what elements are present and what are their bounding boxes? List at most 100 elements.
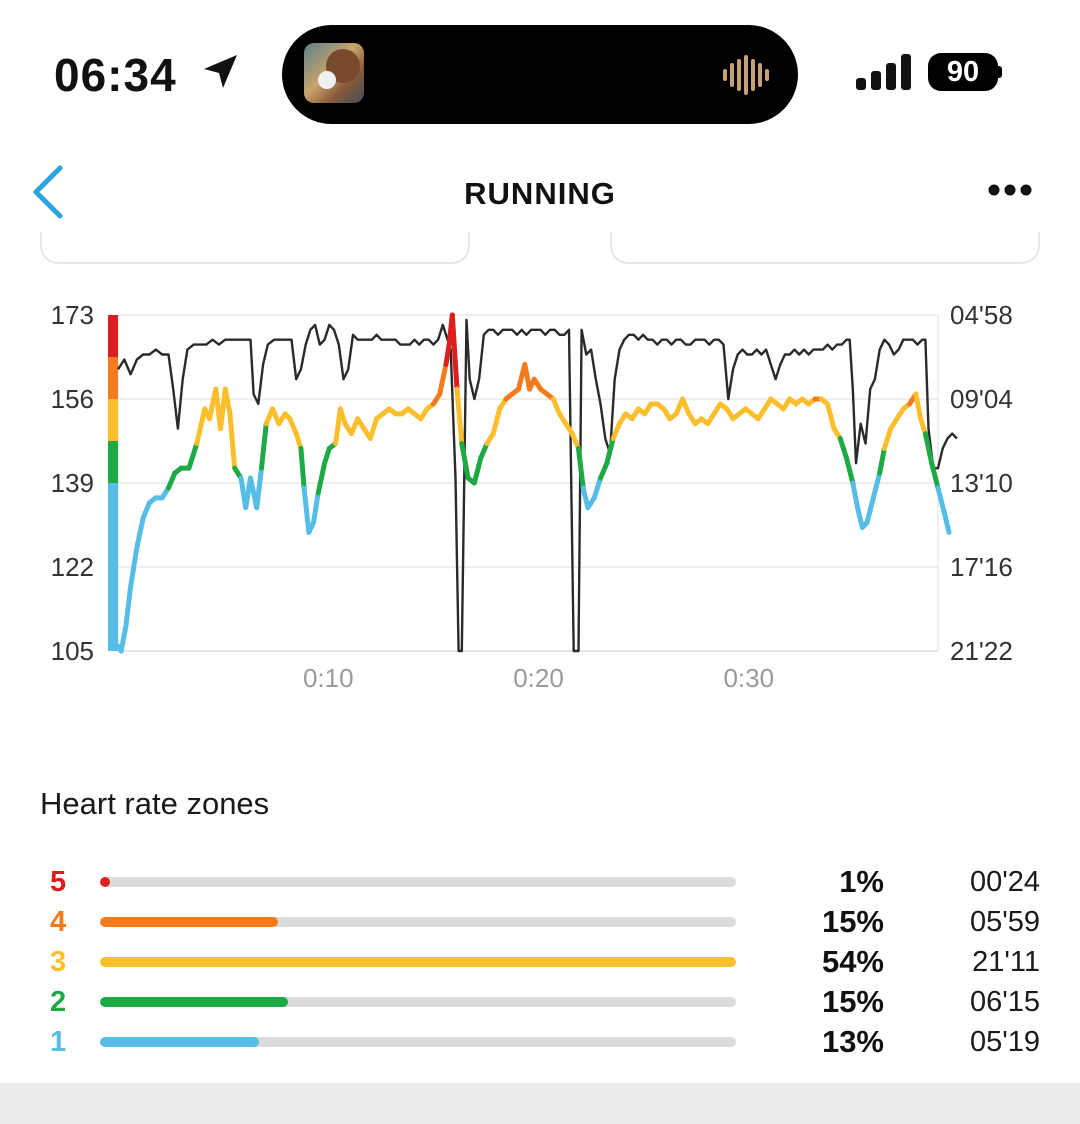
- heart-rate-segment: [298, 445, 307, 491]
- right-axis-tick-label: 21'22: [950, 636, 1013, 666]
- status-bar: 06:34 90: [0, 0, 1080, 130]
- heart-rate-segment: [490, 406, 503, 437]
- battery-level: 90: [928, 53, 998, 91]
- heart-rate-segment: [165, 470, 178, 491]
- heart-rate-segment: [134, 515, 146, 550]
- audio-waveform-icon: [723, 55, 769, 95]
- heart-rate-segment: [941, 510, 952, 535]
- zone-strip-segment: [108, 399, 118, 441]
- heart-rate-segment: [575, 445, 586, 491]
- right-axis-tick-label: 17'16: [950, 552, 1013, 582]
- zone-number: 4: [50, 906, 67, 938]
- more-options-button[interactable]: [982, 170, 1038, 210]
- right-axis-ticks: 04'58 09'04 13'10 17'16 21'22: [950, 300, 1013, 666]
- heart-rate-line-layer: [115, 312, 952, 654]
- status-time: 06:34: [54, 49, 177, 101]
- zone-color-strip: [108, 315, 118, 651]
- heart-rate-segment: [591, 475, 604, 501]
- heart-rate-segment: [864, 495, 876, 526]
- left-axis-tick-label: 156: [51, 384, 94, 414]
- zone-progress-track: [100, 917, 736, 927]
- heart-rate-segment: [922, 431, 935, 466]
- zone-row: 1 13% 05'19: [0, 1022, 1080, 1062]
- heart-rate-zones-title: Heart rate zones: [40, 786, 270, 821]
- right-axis-tick-label: 09'04: [950, 384, 1013, 414]
- heart-rate-segment: [254, 465, 264, 511]
- heart-rate-segment: [604, 436, 616, 466]
- heart-rate-segment: [610, 421, 622, 442]
- bottom-bar: [0, 1083, 1080, 1124]
- zone-strip-segment: [108, 315, 118, 357]
- heart-rate-segment: [118, 623, 129, 654]
- left-axis-ticks: 173 156 139 122 105: [51, 300, 94, 666]
- heart-rate-segment: [550, 396, 563, 417]
- heart-rate-segment: [194, 406, 208, 446]
- more-dots-icon: [988, 184, 1032, 196]
- right-axis-tick-label: 13'10: [950, 468, 1013, 498]
- x-axis-tick-label: 0:10: [303, 663, 354, 693]
- heart-rate-segment: [140, 500, 153, 521]
- heart-rate-segment: [337, 406, 348, 427]
- heart-rate-segment: [870, 470, 883, 501]
- zone-strip-segment: [108, 357, 118, 399]
- left-axis-tick-label: 122: [51, 552, 94, 582]
- heart-rate-segment: [935, 485, 947, 516]
- heart-rate-segment: [443, 342, 452, 367]
- zone-progress-track: [100, 1037, 736, 1047]
- back-button[interactable]: [28, 162, 78, 222]
- heart-rate-segment: [322, 445, 332, 466]
- heart-rate-segment: [471, 455, 484, 486]
- heart-rate-segment: [222, 386, 233, 417]
- battery-indicator: 90: [928, 53, 1002, 91]
- zone-progress-fill: [100, 1037, 259, 1047]
- heart-rate-segment: [301, 485, 312, 535]
- cellular-signal-icon: [856, 54, 911, 90]
- heart-rate-segment: [825, 401, 837, 432]
- right-axis-tick-label: 04'58: [950, 300, 1013, 330]
- left-axis-tick-label: 105: [51, 636, 94, 666]
- heart-rate-segment: [259, 421, 269, 471]
- heart-rate-segment: [333, 406, 343, 446]
- zone-progress-track: [100, 957, 736, 967]
- zone-progress-fill: [100, 997, 288, 1007]
- heart-rate-segment: [680, 396, 692, 417]
- zone-duration: 05'59: [969, 906, 1040, 938]
- heart-rate-segment: [311, 490, 321, 526]
- zone-percent: 15%: [821, 984, 884, 1019]
- heart-rate-segment: [569, 431, 581, 451]
- x-axis-tick-label: 0:20: [513, 663, 564, 693]
- zone-percent: 13%: [821, 1024, 884, 1059]
- dynamic-island[interactable]: [282, 25, 798, 124]
- heart-rate-segment: [855, 505, 865, 530]
- zone-number: 5: [50, 866, 67, 898]
- album-art-thumbnail[interactable]: [304, 43, 364, 103]
- location-arrow-icon: [204, 55, 237, 88]
- zone-duration: 05'19: [969, 1026, 1040, 1058]
- zone-row: 2 15% 06'15: [0, 982, 1080, 1022]
- heart-rate-segment: [929, 460, 941, 491]
- zone-progress-fill: [100, 877, 111, 887]
- zone-row: 5 1% 00'24: [0, 862, 1080, 902]
- heart-rate-segment: [478, 440, 490, 461]
- x-axis-tick-label: 0:30: [723, 663, 774, 693]
- heart-rate-segment: [367, 416, 380, 442]
- zone-percent: 1%: [839, 864, 884, 899]
- pace-series-line: [116, 318, 958, 653]
- zone-row: 3 54% 21'11: [0, 942, 1080, 982]
- heart-rate-pace-chart[interactable]: 173 156 139 122 105 04'58 09'04 13'10 17'16 21'2…: [0, 290, 1080, 710]
- x-axis-ticks: 0:10 0:20 0:30: [303, 663, 774, 693]
- heart-rate-segment: [227, 411, 238, 471]
- heart-rate-segment: [598, 460, 610, 481]
- page-title: RUNNING: [464, 176, 616, 211]
- heart-rate-segment: [128, 544, 140, 590]
- heart-rate-segment: [293, 431, 304, 451]
- summary-card-right: [610, 232, 1040, 264]
- zone-number: 1: [50, 1026, 67, 1058]
- zone-percent: 54%: [821, 944, 884, 979]
- heart-rate-segment: [186, 440, 200, 471]
- zone-progress-fill: [100, 957, 736, 967]
- heart-rate-segment: [449, 312, 460, 392]
- zone-progress-track: [100, 877, 736, 887]
- heart-rate-segment: [454, 386, 465, 446]
- heart-rate-segment: [918, 416, 928, 437]
